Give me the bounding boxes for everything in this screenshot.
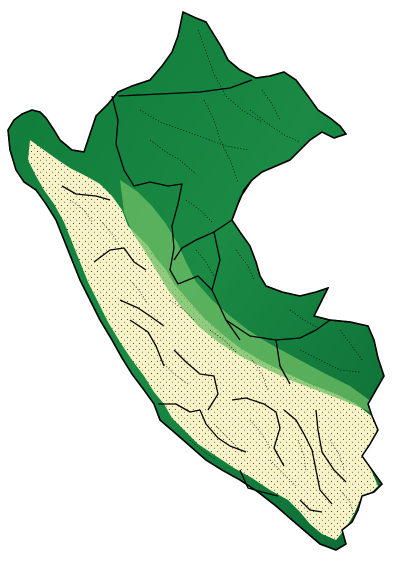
department-boundary — [111, 95, 183, 285]
province-boundary — [197, 29, 263, 123]
transition-zone — [120, 180, 378, 416]
province-boundary — [299, 349, 361, 373]
department-boundary — [299, 499, 323, 513]
department-boundary — [129, 319, 165, 367]
province-boundary — [149, 139, 197, 175]
department-boundary — [177, 275, 213, 291]
province-boundary — [249, 109, 301, 143]
province-boundary — [249, 419, 271, 449]
department-boundary — [225, 319, 331, 341]
province-boundary — [339, 329, 363, 361]
province-boundaries — [69, 29, 363, 517]
province-boundary — [269, 459, 297, 487]
department-boundary — [199, 409, 247, 453]
department-boundary — [119, 299, 165, 327]
department-boundary — [173, 349, 219, 411]
province-boundary — [339, 489, 355, 517]
highland-core — [58, 176, 368, 530]
department-boundaries — [61, 79, 347, 513]
province-boundary — [329, 439, 345, 471]
province-boundary — [297, 439, 307, 473]
province-boundary — [289, 309, 319, 329]
department-boundary — [283, 409, 333, 505]
province-boundary — [99, 219, 121, 247]
province-boundary — [129, 279, 149, 305]
province-boundary — [159, 359, 189, 385]
province-boundary — [235, 249, 255, 281]
department-boundary — [315, 409, 347, 483]
department-boundary — [275, 339, 291, 385]
department-boundary — [61, 185, 111, 201]
department-boundary — [231, 397, 285, 467]
province-boundary — [189, 439, 217, 461]
department-boundary — [158, 403, 201, 413]
province-boundary — [195, 249, 215, 277]
department-boundary — [117, 79, 253, 97]
country-border — [7, 11, 385, 551]
department-boundary — [93, 247, 147, 271]
